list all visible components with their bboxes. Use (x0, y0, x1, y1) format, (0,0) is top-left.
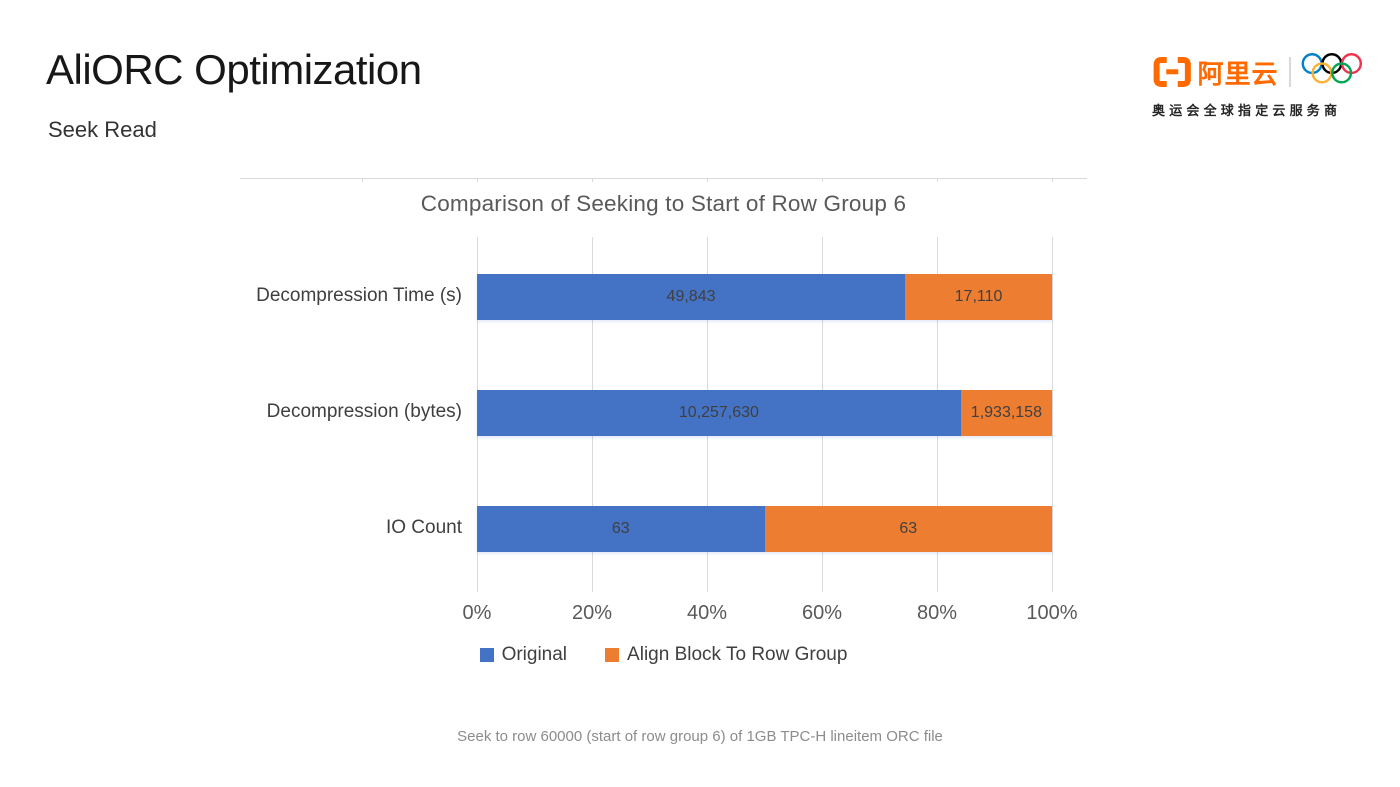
x-axis: 0% 20% 40% 60% 80% 100% (463, 602, 1078, 630)
category-axis: Decompression Time (s) Decompression (byt… (240, 237, 462, 592)
bar-segment: 1,933,158 (960, 390, 1052, 436)
top-border-tick (592, 178, 593, 182)
chart-top-border (240, 178, 1087, 182)
page-subtitle: Seek Read (48, 117, 157, 142)
top-border-tick (1052, 178, 1053, 182)
legend-label: Align Block To Row Group (627, 644, 848, 665)
top-border-tick (477, 178, 478, 182)
top-border-tick (937, 178, 938, 182)
plot-area: 49,843 17,110 10,257,630 1,933,158 63 63 (477, 237, 1053, 592)
legend-swatch-icon (605, 648, 620, 662)
category-label: IO Count (385, 517, 462, 538)
chart-title: Comparison of Seeking to Start of Row Gr… (420, 191, 907, 216)
legend-label: Original (501, 644, 568, 665)
legend-swatch-icon (479, 648, 494, 662)
olympic-rings-icon (1301, 53, 1363, 84)
x-tick-label: 0% (462, 602, 492, 624)
x-tick-label: 40% (686, 602, 728, 624)
category-label: Decompression Time (s) (256, 285, 462, 306)
logo-divider (1289, 57, 1292, 87)
gridline (1052, 237, 1053, 592)
slide-caption: Seek to row 60000 (start of row group 6)… (457, 728, 943, 745)
bar-segment: 49,843 (477, 274, 906, 320)
legend-item: Original (479, 644, 568, 666)
alibaba-cloud-brackets-icon (1153, 57, 1191, 87)
brand-name: 阿里云 (1197, 58, 1279, 89)
chart-legend: Original Align Block To Row Group (240, 642, 1087, 668)
bar-data-label: 63 (611, 520, 630, 537)
category-label: Decompression (bytes) (266, 401, 462, 422)
top-border-tick (362, 178, 363, 182)
logo-tagline: 奥运会全球指定云服务商 (1152, 103, 1342, 118)
x-tick-label: 20% (571, 602, 613, 624)
bar-segment: 63 (477, 506, 765, 552)
page-title: AliORC Optimization (46, 46, 422, 93)
bar-row: 10,257,630 1,933,158 (477, 390, 1052, 436)
logo-row: 阿里云 (1152, 50, 1364, 94)
bar-segment: 17,110 (905, 274, 1052, 320)
bar-data-label: 17,110 (954, 288, 1003, 305)
x-tick-label: 100% (1026, 602, 1078, 624)
bar-row: 49,843 17,110 (477, 274, 1052, 320)
bar-segment: 10,257,630 (477, 390, 961, 436)
x-tick-label: 60% (801, 602, 843, 624)
bar-segment: 63 (764, 506, 1052, 552)
bar-data-label: 63 (899, 520, 918, 537)
bar-row: 63 63 (477, 506, 1052, 552)
legend-item: Align Block To Row Group (605, 644, 847, 666)
bar-data-label: 1,933,158 (970, 404, 1042, 421)
x-tick-label: 80% (916, 602, 958, 624)
top-border-tick (707, 178, 708, 182)
bar-data-label: 49,843 (666, 288, 716, 305)
bar-data-label: 10,257,630 (678, 404, 759, 421)
alibaba-cloud-logo: 阿里云 奥运会全球指定云服务商 (1152, 50, 1364, 119)
top-border-tick (822, 178, 823, 182)
